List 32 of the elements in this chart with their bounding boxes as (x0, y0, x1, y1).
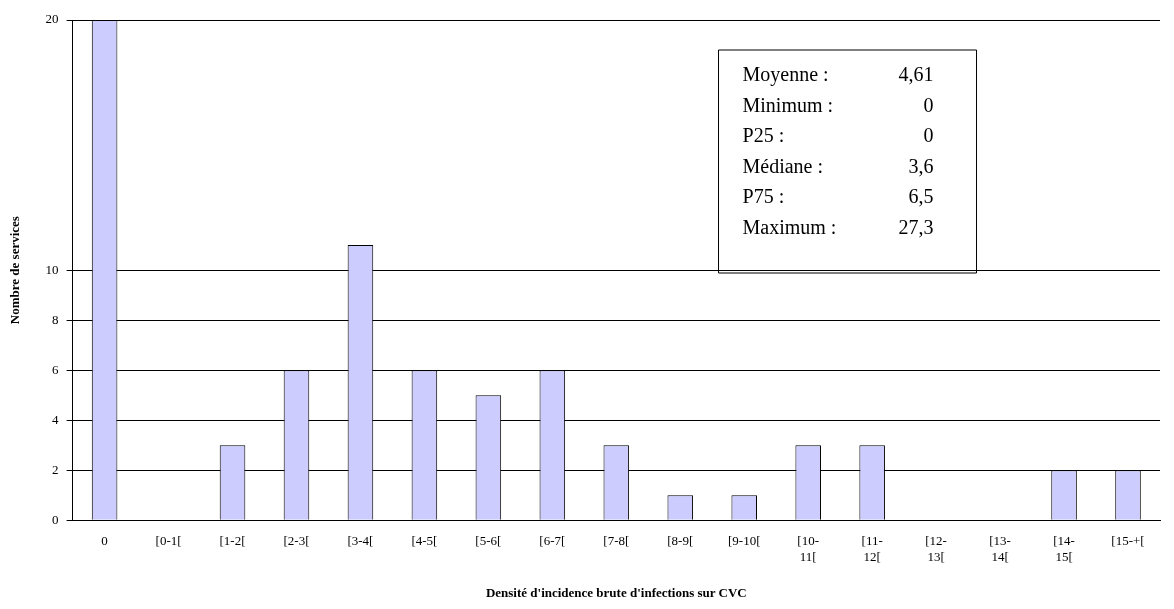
x-tick-label: [15-+[ (1111, 533, 1145, 549)
x-tick-label: [6-7[ (539, 533, 566, 549)
y-tick-label: 8 (52, 311, 59, 327)
x-tick-label: [12-13[ (925, 533, 947, 565)
text: Maximum : 27,3 (742, 215, 934, 238)
x-tick-label: [4-5[ (411, 533, 438, 549)
y-tick-label: 20 (45, 11, 59, 27)
y-tick-label: 10 (45, 261, 59, 277)
y-tick-label: 6 (52, 361, 60, 377)
x-tick-label: [14-15[ (1053, 533, 1075, 565)
y-tick-label: 0 (52, 511, 59, 527)
x-tick-label: [7-8[ (603, 533, 630, 549)
text: P75 : 6,5 (742, 185, 934, 208)
x-tick-label: [9-10[ (727, 533, 761, 549)
x-tick-label: [13-14[ (989, 533, 1011, 565)
text: Médiane : 3,6 (742, 154, 934, 177)
x-tick-label: [11-12[ (861, 533, 883, 565)
y-tick-label: 2 (52, 461, 59, 477)
x-tick-label: [5-6[ (475, 533, 502, 549)
text: Minimum : 0 (742, 93, 934, 116)
y-tick-label: 4 (52, 411, 60, 427)
x-tick-label: [0-1[ (155, 533, 182, 549)
x-axis-title: Densité d'incidence brute d'infections sur CVC (485, 584, 747, 600)
x-tick-label: [10-11[ (797, 533, 820, 565)
x-tick-label: [1-2[ (219, 533, 246, 549)
x-tick-label: [2-3[ (283, 533, 310, 549)
text: P25 : 0 (742, 124, 934, 147)
x-tick-label: 0 (101, 533, 108, 549)
text: Moyenne : 4,61 (742, 63, 934, 86)
x-tick-label: [3-4[ (347, 533, 374, 549)
x-tick-label: [8-9[ (667, 533, 694, 549)
y-axis-title: Nombre de services (7, 216, 23, 325)
